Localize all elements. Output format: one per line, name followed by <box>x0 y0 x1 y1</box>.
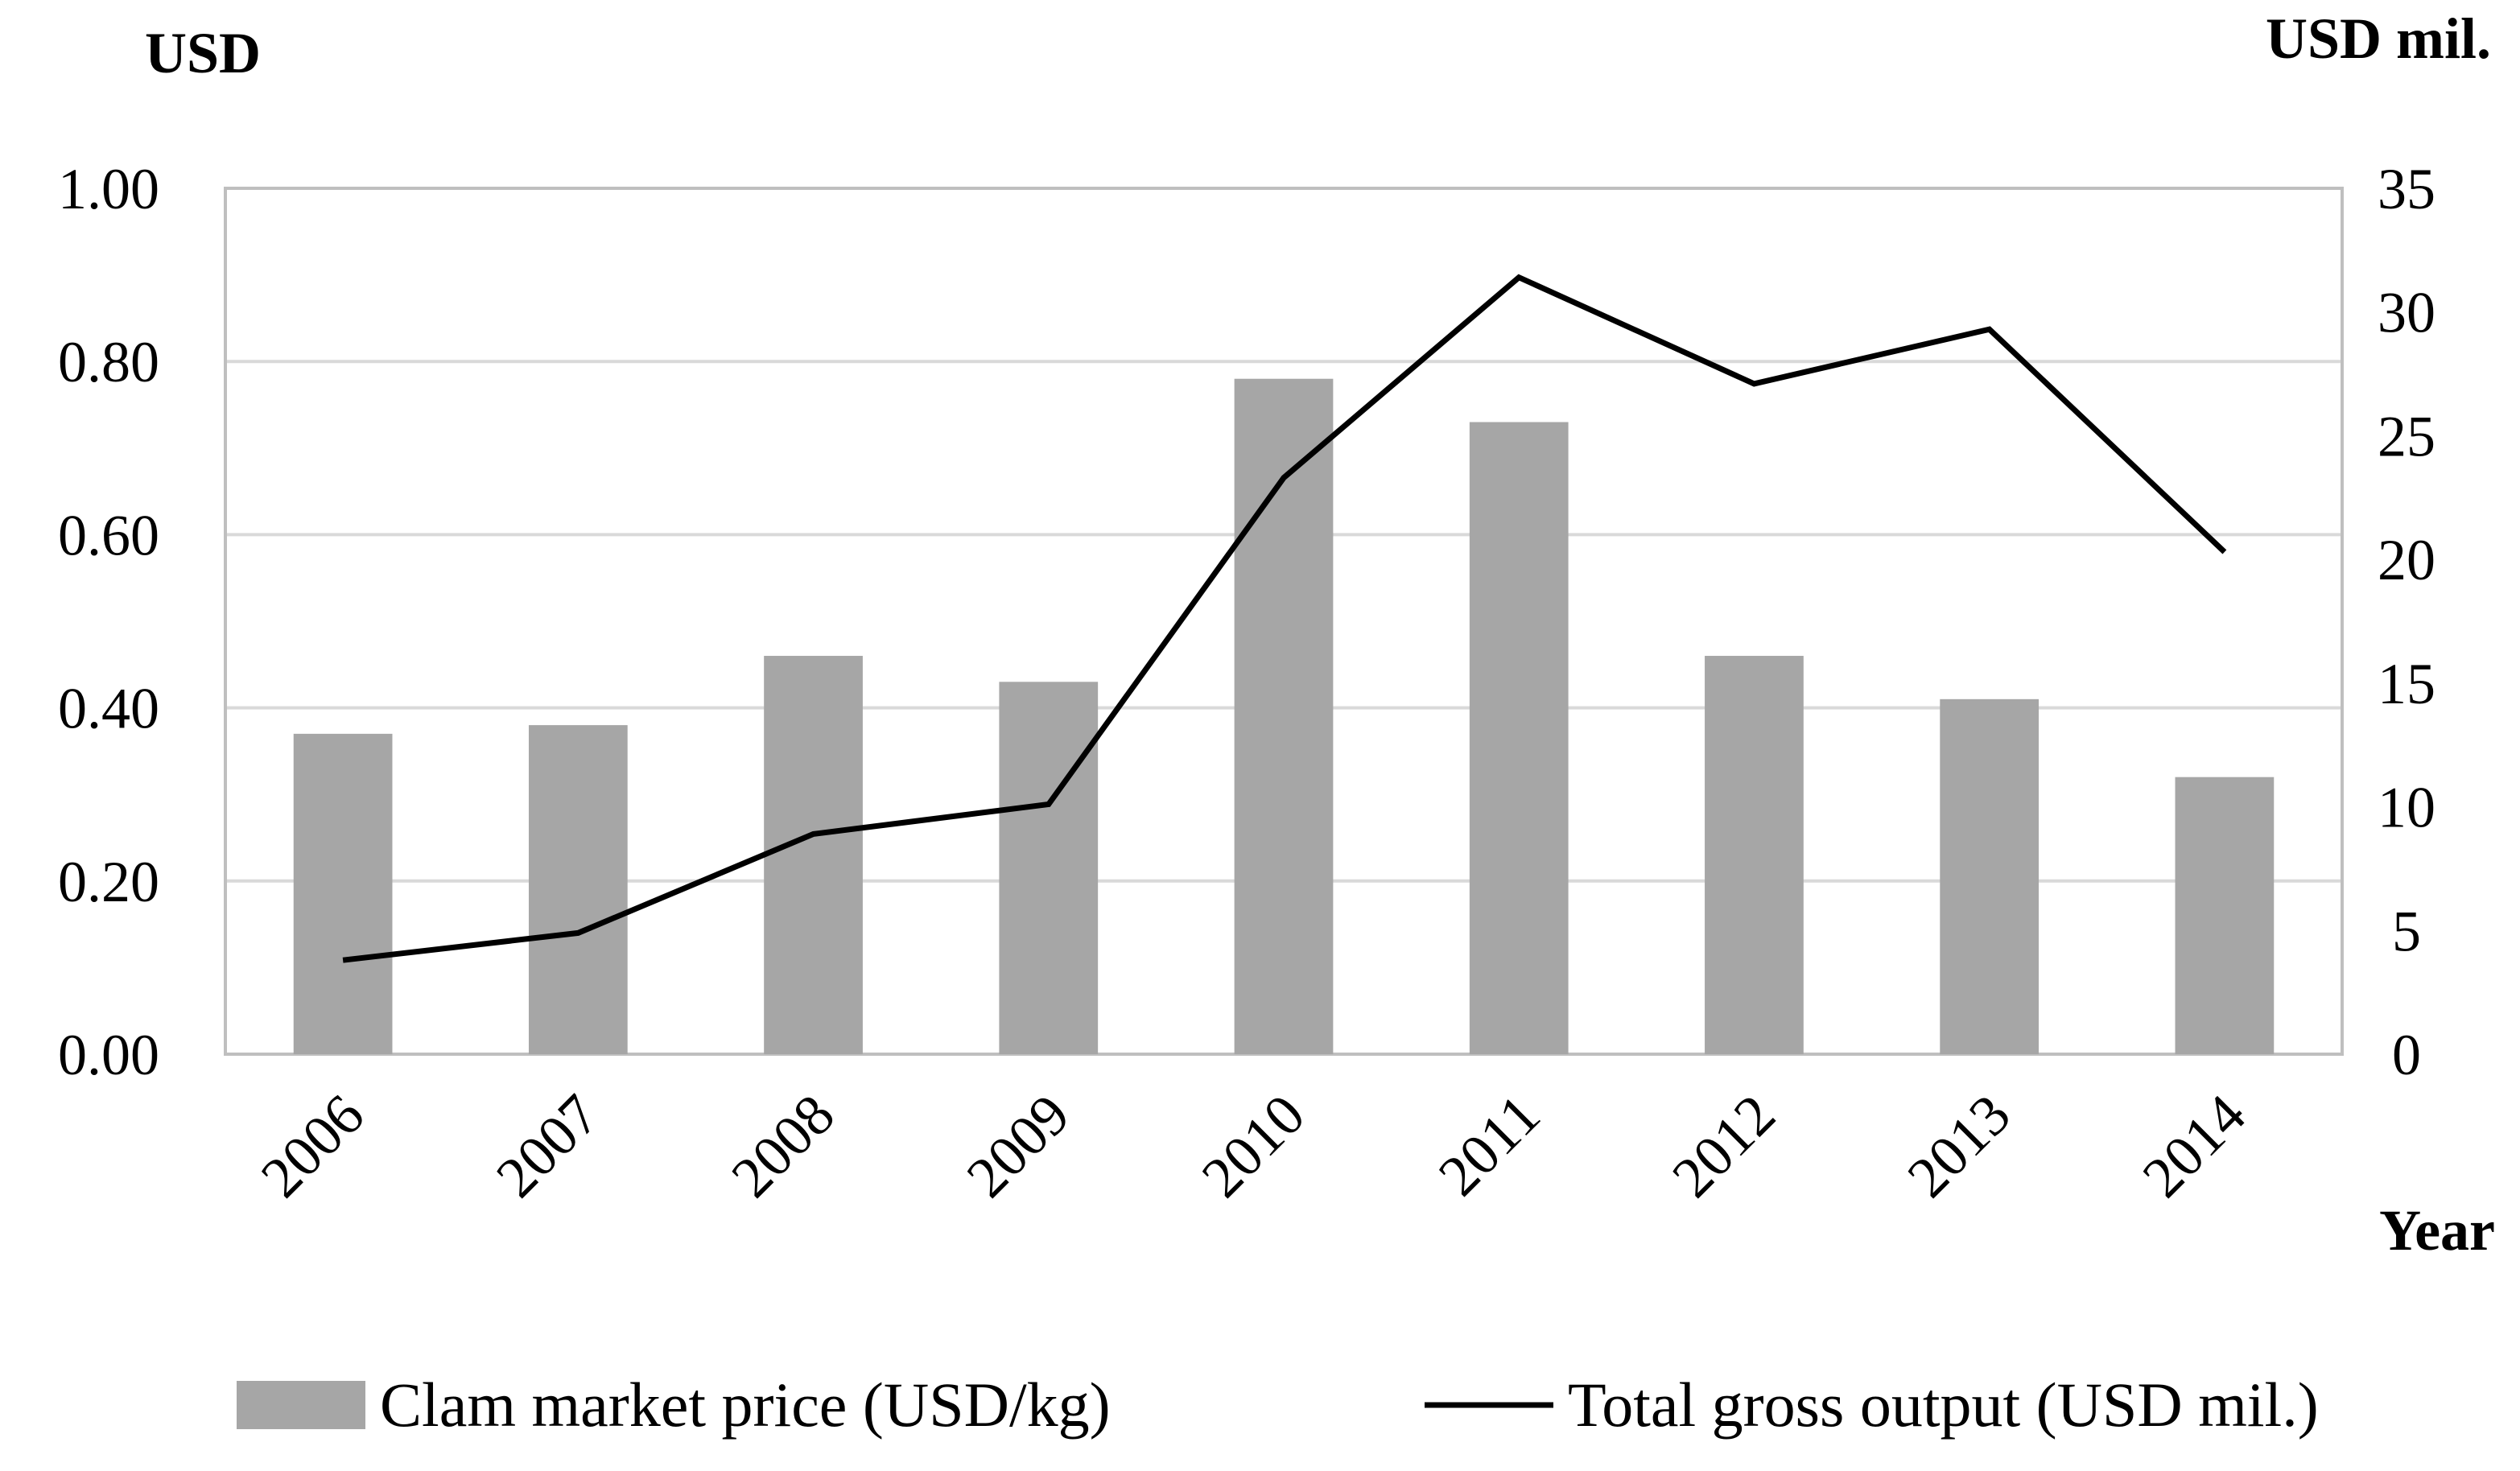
legend-bar-label: Clam market price (USD/kg) <box>380 1370 1111 1440</box>
right-tick-label: 20 <box>2378 528 2435 592</box>
line-series <box>342 274 2227 963</box>
left-tick-label: 0.00 <box>58 1023 159 1087</box>
left-tick-label: 0.40 <box>58 677 159 741</box>
left-tick-label: 0.20 <box>58 850 159 914</box>
right-axis-title: USD mil. <box>2266 6 2491 71</box>
left-tick-label: 0.60 <box>58 503 159 567</box>
right-tick-label: 5 <box>2392 899 2421 963</box>
bar-2014 <box>2175 777 2275 1054</box>
right-tick-label: 30 <box>2378 281 2435 345</box>
right-tick-label: 15 <box>2378 652 2435 716</box>
bar-series <box>293 378 2275 1055</box>
x-axis-title: Year <box>2379 1198 2495 1263</box>
right-tick-label: 10 <box>2378 776 2435 840</box>
right-axis-ticks: 0 5 10 15 20 25 30 35 <box>2378 157 2435 1087</box>
right-tick-label: 0 <box>2392 1023 2421 1087</box>
bar-2013 <box>1940 698 2040 1054</box>
bar-2008 <box>764 656 863 1054</box>
right-tick-label: 25 <box>2378 404 2435 468</box>
line-total-gross-output <box>342 274 2227 963</box>
bar-2009 <box>999 682 1099 1054</box>
left-tick-label: 0.80 <box>58 330 159 394</box>
right-tick-label: 35 <box>2378 157 2435 221</box>
left-tick-label: 1.00 <box>58 157 159 221</box>
bar-2011 <box>1469 422 1569 1054</box>
legend-line-label: Total gross output (USD mil.) <box>1568 1370 2319 1440</box>
bar-2012 <box>1705 656 1804 1054</box>
left-axis-ticks: 0.00 0.20 0.40 0.60 0.80 1.00 <box>58 157 159 1087</box>
bar-2007 <box>528 725 628 1054</box>
bar-2006 <box>293 733 393 1054</box>
left-axis-title: USD <box>145 21 261 85</box>
legend-bar-swatch <box>237 1381 365 1429</box>
legend: Clam market price (USD/kg) Total gross o… <box>237 1370 2319 1440</box>
bar-2010 <box>1234 378 1334 1055</box>
